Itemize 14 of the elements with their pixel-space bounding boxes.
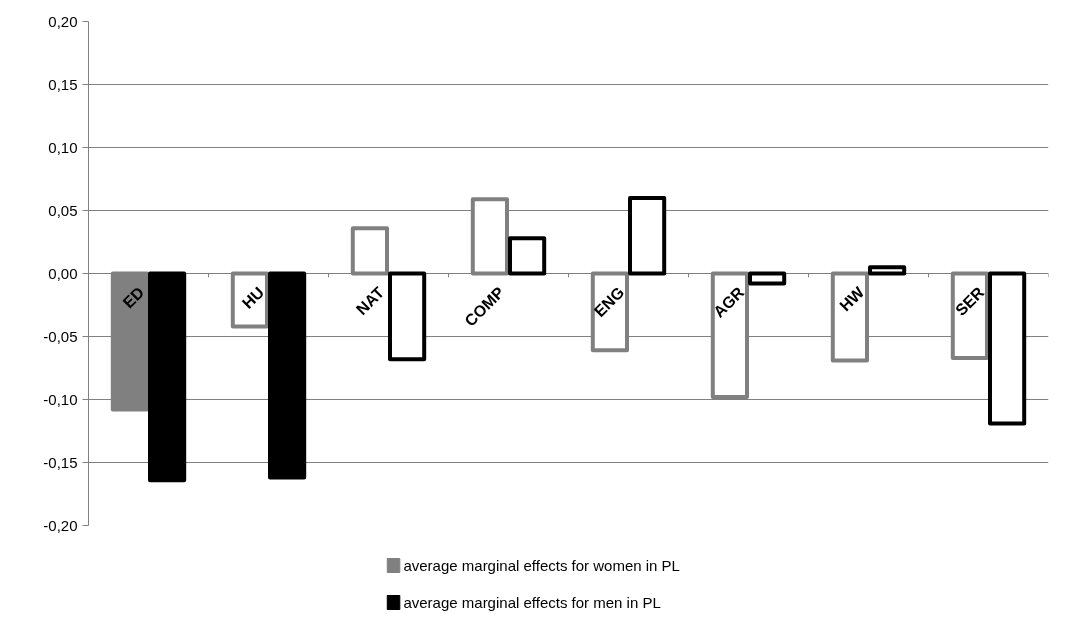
y-tick-label: 0,00 xyxy=(48,264,78,282)
x-tick-label: HW xyxy=(836,282,868,315)
y-tick-label: -0,20 xyxy=(43,516,78,534)
y-tick-label: -0,10 xyxy=(43,390,78,408)
y-tick-label: -0,05 xyxy=(43,327,78,345)
y-tick-label: 0,05 xyxy=(48,201,78,219)
x-tick-label: HU xyxy=(238,283,268,312)
y-tick-label: -0,15 xyxy=(43,453,78,471)
y-tick-label: 0,20 xyxy=(48,12,78,30)
x-tick-label: ED xyxy=(119,283,148,312)
legend-label: average marginal effects for men in PL xyxy=(403,594,661,611)
y-tick-label: 0,10 xyxy=(48,138,78,156)
y-tick-label: 0,15 xyxy=(48,75,78,93)
legend-label: average marginal effects for women in PL xyxy=(403,557,680,574)
